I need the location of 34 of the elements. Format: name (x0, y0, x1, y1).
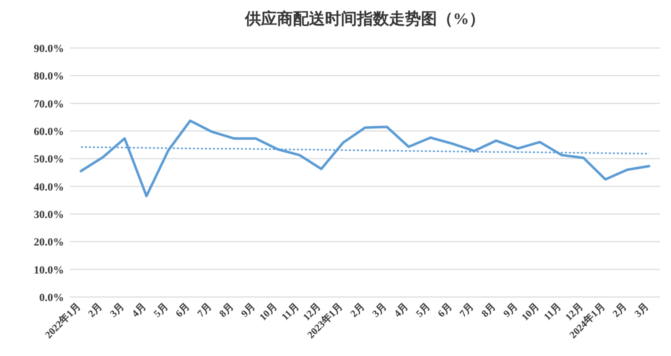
x-tick-label: 2月 (610, 301, 630, 320)
y-tick-label: 40.0% (34, 181, 64, 194)
x-tick-label: 9月 (502, 301, 520, 320)
x-tick-label: 11月 (542, 301, 564, 323)
y-tick-label: 90.0% (34, 43, 64, 55)
y-tick-label: 70.0% (34, 98, 64, 110)
x-tick-label: 7月 (196, 301, 214, 320)
x-tick-label: 10月 (520, 301, 542, 324)
x-tick-label: 9月 (239, 301, 258, 320)
x-tick-label: 2月 (348, 301, 368, 320)
y-tick-label: 60.0% (34, 126, 64, 138)
x-tick-label: 7月 (458, 301, 476, 320)
x-tick-label: 10月 (258, 301, 280, 324)
x-tick-label: 8月 (218, 301, 236, 320)
y-tick-label: 0.0% (39, 292, 64, 304)
chart-title: 供应商配送时间指数走势图（%） (244, 9, 485, 28)
x-tick-label: 11月 (280, 301, 302, 323)
x-tick-label: 6月 (436, 301, 455, 320)
y-tick-label: 20.0% (34, 236, 64, 249)
y-tick-label: 10.0% (34, 264, 64, 276)
x-tick-label: 8月 (480, 301, 498, 320)
y-tick-label: 30.0% (34, 209, 64, 221)
y-tick-label: 50.0% (34, 154, 64, 166)
x-tick-label: 3月 (632, 301, 652, 320)
x-tick-label: 4月 (130, 301, 149, 320)
x-tick-label: 5月 (414, 301, 433, 320)
x-tick-label: 3月 (370, 301, 389, 320)
line-series (80, 120, 650, 198)
x-tick-label: 5月 (152, 301, 170, 320)
y-tick-label: 80.0% (34, 70, 64, 83)
x-tick-label: 3月 (108, 301, 127, 320)
x-tick-label: 6月 (174, 301, 192, 320)
x-tick-label: 2月 (86, 301, 105, 320)
x-tick-label: 4月 (392, 301, 411, 320)
